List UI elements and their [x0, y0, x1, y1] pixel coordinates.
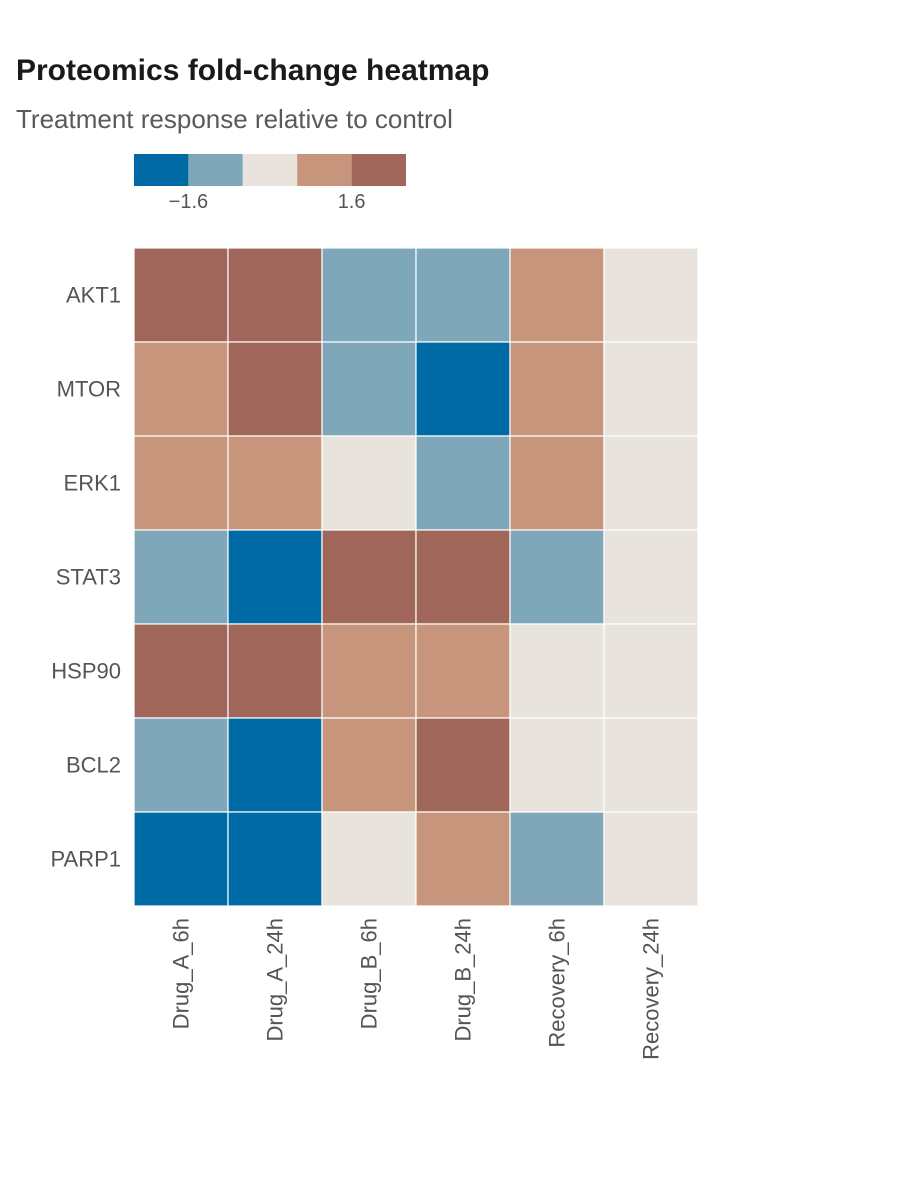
- heatmap-cell: [321, 811, 417, 907]
- row-labels: AKT1 MTOR ERK1 STAT3 HSP90 BCL2 PARP1: [50, 283, 121, 872]
- heatmap-cell: [509, 623, 605, 719]
- column-labels: Drug_A_6h Drug_A_24h Drug_B_6h Drug_B_24h Re…: [169, 918, 664, 1060]
- chart-title: Proteomics fold-change heatmap: [16, 54, 490, 87]
- heatmap-cell: [133, 717, 229, 813]
- chart-subtitle: Treatment response relative to control: [16, 104, 453, 134]
- heatmap-cell: [133, 529, 229, 625]
- row-label: HSP90: [51, 659, 121, 684]
- heatmap-cell: [509, 341, 605, 437]
- color-legend: −1.6 1.6: [134, 154, 406, 213]
- heatmap-cell: [321, 717, 417, 813]
- heatmap-cell: [321, 341, 417, 437]
- heatmap-cell: [509, 811, 605, 907]
- heatmap-cell: [415, 623, 511, 719]
- heatmap-cell: [227, 529, 323, 625]
- heatmap-cell: [603, 717, 699, 813]
- heatmap-cell: [415, 717, 511, 813]
- legend-tick-label: −1.6: [169, 191, 208, 213]
- heatmap-cell: [227, 623, 323, 719]
- column-label: Drug_B_6h: [357, 918, 382, 1029]
- column-label: Drug_A_24h: [263, 918, 288, 1042]
- row-label: STAT3: [56, 565, 121, 590]
- heatmap-cell: [227, 811, 323, 907]
- heatmap-cell: [415, 341, 511, 437]
- heatmap-cell: [321, 623, 417, 719]
- heatmap-cell: [133, 811, 229, 907]
- heatmap-cell: [603, 247, 699, 343]
- heatmap-cell: [415, 247, 511, 343]
- row-label: MTOR: [57, 377, 121, 402]
- heatmap-cell: [603, 435, 699, 531]
- heatmap-cell: [133, 247, 229, 343]
- row-label: BCL2: [66, 753, 121, 778]
- heatmap-cell: [603, 623, 699, 719]
- heatmap-cell: [509, 435, 605, 531]
- heatmap-cells: [133, 247, 699, 907]
- heatmap-cell: [509, 529, 605, 625]
- heatmap-cell: [509, 717, 605, 813]
- column-label: Recovery_24h: [639, 918, 664, 1060]
- row-label: AKT1: [66, 283, 121, 308]
- legend-swatch: [351, 154, 406, 186]
- heatmap-cell: [133, 341, 229, 437]
- heatmap-cell: [321, 247, 417, 343]
- heatmap-cell: [321, 529, 417, 625]
- heatmap-cell: [321, 435, 417, 531]
- heatmap-cell: [133, 623, 229, 719]
- heatmap-cell: [227, 435, 323, 531]
- heatmap-cell: [133, 435, 229, 531]
- heatmap-cell: [415, 435, 511, 531]
- heatmap-cell: [227, 341, 323, 437]
- row-label: PARP1: [50, 847, 121, 872]
- legend-swatch: [188, 154, 243, 186]
- row-label: ERK1: [64, 471, 121, 496]
- heatmap-cell: [603, 811, 699, 907]
- heatmap-cell: [509, 247, 605, 343]
- heatmap-cell: [603, 341, 699, 437]
- heatmap-cell: [603, 529, 699, 625]
- column-label: Drug_A_6h: [169, 918, 194, 1029]
- legend-swatch: [134, 154, 189, 186]
- legend-swatch: [242, 154, 298, 186]
- legend-tick-label: 1.6: [338, 191, 366, 213]
- heatmap-cell: [227, 717, 323, 813]
- column-label: Drug_B_24h: [451, 918, 476, 1042]
- column-label: Recovery_6h: [545, 918, 570, 1048]
- heatmap-cell: [415, 529, 511, 625]
- legend-swatch: [297, 154, 352, 186]
- heatmap-cell: [227, 247, 323, 343]
- heatmap-cell: [415, 811, 511, 907]
